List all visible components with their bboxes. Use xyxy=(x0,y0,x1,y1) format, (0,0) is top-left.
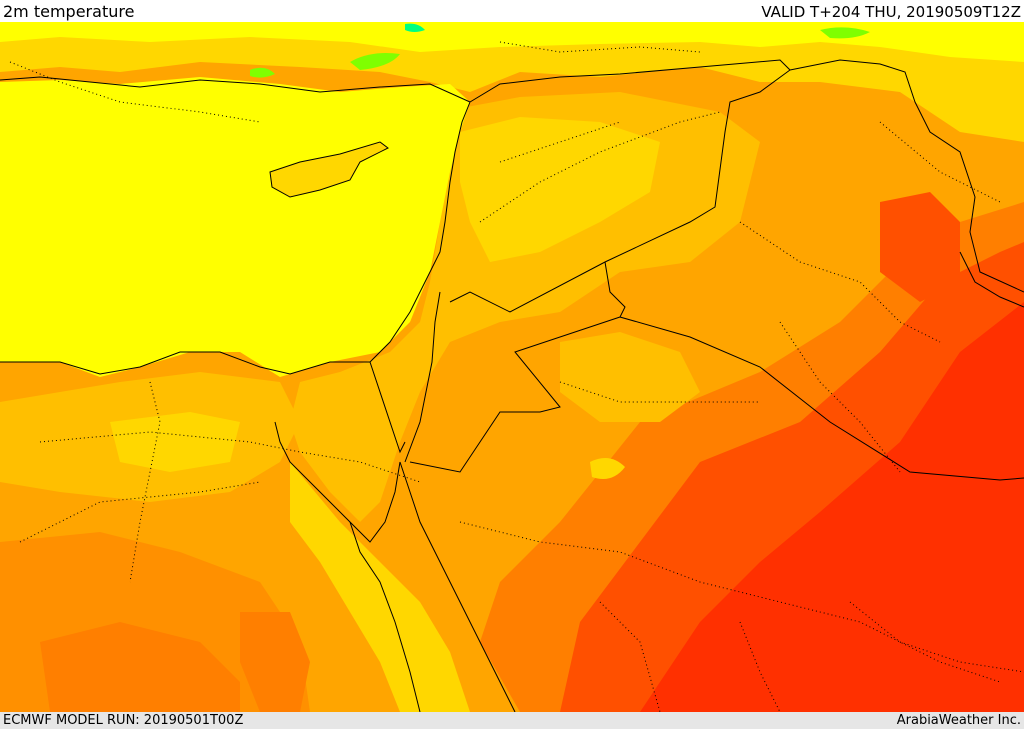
temperature-zone-east-hottest xyxy=(640,302,1024,712)
dotted-boundary-6 xyxy=(779,321,901,473)
temperature-zone-sw-egypt-hot xyxy=(40,622,240,712)
cool-patch-1 xyxy=(350,53,400,70)
mediterranean-sea xyxy=(0,77,470,377)
dotted-boundary-2 xyxy=(19,481,261,543)
border-egypt-israel xyxy=(369,361,406,454)
credit-label: ArabiaWeather Inc. xyxy=(896,713,1021,728)
dotted-boundary-14 xyxy=(499,41,701,53)
temperature-zone-red-sea xyxy=(290,462,470,712)
map-footer: ECMWF MODEL RUN: 20190501T00Z ArabiaWeat… xyxy=(0,712,1024,729)
coast-gulf xyxy=(959,251,1024,308)
model-run-label: ECMWF MODEL RUN: 20190501T00Z xyxy=(3,713,244,728)
temperature-patch-saudi xyxy=(590,458,625,480)
valid-time-label: VALID T+204 THU, 20190509T12Z xyxy=(761,3,1021,21)
temperature-map-svg xyxy=(0,22,1024,712)
coast-turkey xyxy=(0,76,471,103)
temperature-zone-syria-cool xyxy=(460,117,660,262)
coast-levant-egypt xyxy=(0,101,471,375)
cyprus-island xyxy=(269,141,389,198)
border-jordan-river xyxy=(404,291,441,463)
temperature-zone-nile-hot xyxy=(240,612,310,712)
border-saudi-iraq xyxy=(604,261,1024,481)
dotted-boundary-11 xyxy=(849,601,1024,673)
cool-patch-2 xyxy=(250,67,275,78)
dotted-boundary-9 xyxy=(599,601,661,712)
dotted-boundary-3 xyxy=(479,111,721,223)
temperature-patch-jordan xyxy=(560,332,700,422)
coast-red-sea-east xyxy=(399,461,516,712)
map-header: 2m temperature VALID T+204 THU, 20190509… xyxy=(0,0,1024,22)
border-jordan-saudi xyxy=(409,316,621,473)
dotted-boundary-12 xyxy=(129,381,161,583)
temperature-zone-north-cool xyxy=(0,22,1024,62)
coastlines xyxy=(0,76,1024,712)
map-title: 2m temperature xyxy=(3,2,135,21)
country-borders xyxy=(369,59,1024,481)
temperature-zone-north xyxy=(0,22,1024,142)
province-boundaries xyxy=(9,41,1024,712)
cool-patch-4 xyxy=(405,23,425,32)
border-iran-iraq xyxy=(789,59,1024,293)
cool-patch-3 xyxy=(820,27,870,39)
dotted-boundary-5 xyxy=(739,221,941,343)
temperature-zone-iraq-hot xyxy=(880,192,960,302)
temperature-zone-levant xyxy=(290,92,760,522)
temperature-zone-egypt-delta xyxy=(110,412,240,472)
dotted-boundary-1 xyxy=(39,431,421,483)
coast-red-sea-west xyxy=(349,521,421,712)
temperature-map xyxy=(0,22,1024,712)
border-syria-turkey-iraq xyxy=(449,59,791,313)
